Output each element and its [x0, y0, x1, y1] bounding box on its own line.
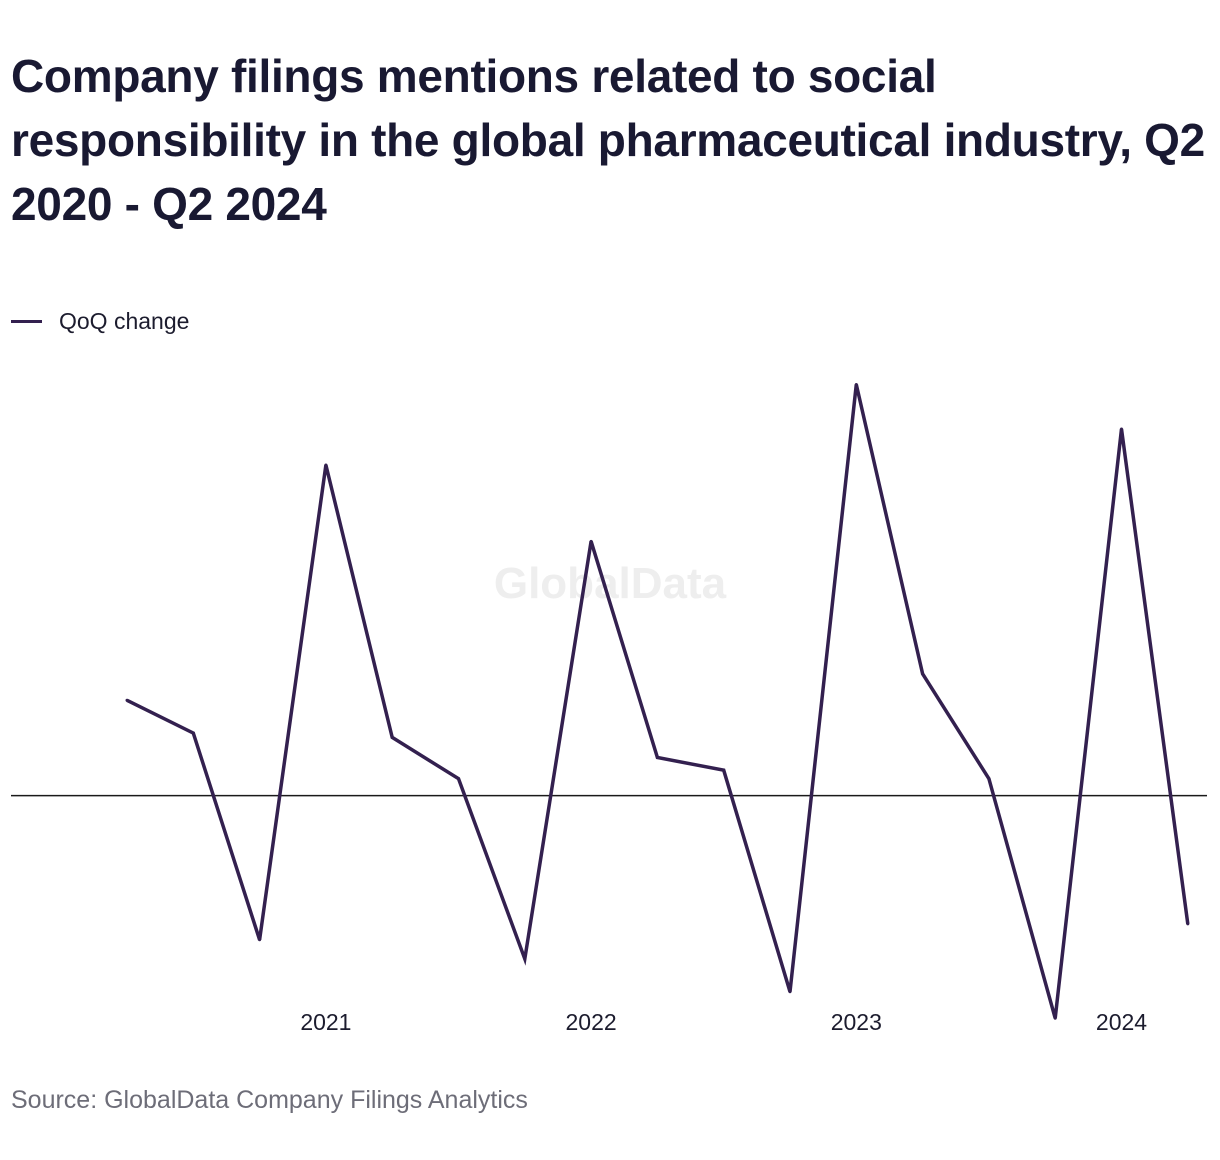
x-tick-label: 2021 — [300, 1009, 351, 1035]
x-tick-label: 2022 — [566, 1009, 617, 1035]
data-point — [1186, 922, 1190, 926]
line-chart: GlobalData 2021 2022 2023 2024 — [11, 383, 1207, 1035]
data-point — [722, 768, 726, 772]
x-axis-ticks: 2021 2022 2023 2024 — [300, 1009, 1147, 1035]
data-points — [125, 383, 1190, 1020]
data-point — [191, 731, 195, 735]
source-note: Source: GlobalData Company Filings Analy… — [11, 1086, 528, 1114]
data-point — [1120, 427, 1123, 431]
series-line — [126, 384, 1190, 1019]
data-point — [1053, 1016, 1057, 1020]
legend: QoQ change — [11, 306, 189, 336]
x-tick-label: 2024 — [1096, 1009, 1147, 1035]
data-point — [457, 777, 460, 781]
data-point — [788, 990, 792, 994]
data-point — [589, 539, 593, 543]
data-point — [258, 938, 262, 942]
data-point — [987, 777, 991, 781]
legend-line-swatch — [11, 319, 42, 323]
chart-title: Company filings mentions related to soci… — [11, 50, 1205, 230]
x-tick-label: 2023 — [831, 1009, 882, 1035]
data-point — [390, 735, 394, 739]
data-point — [324, 463, 328, 467]
data-point — [854, 383, 858, 387]
data-point — [523, 957, 527, 961]
data-point — [125, 698, 129, 702]
legend-label: QoQ change — [59, 307, 190, 334]
data-point — [921, 672, 925, 676]
data-point — [655, 756, 659, 760]
